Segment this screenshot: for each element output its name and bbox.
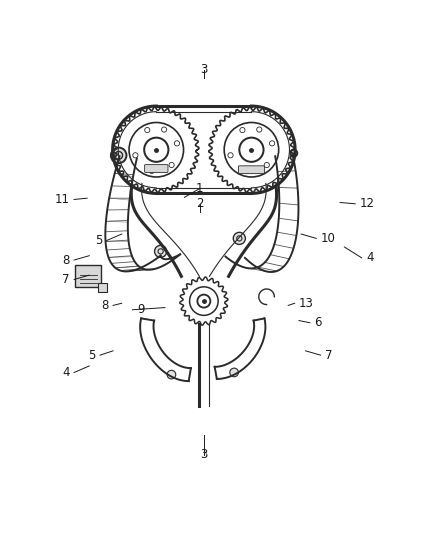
Text: 9: 9 (137, 303, 145, 316)
Text: 5: 5 (95, 234, 102, 247)
Text: 6: 6 (314, 316, 321, 329)
Text: 3: 3 (200, 63, 208, 76)
Circle shape (290, 150, 297, 157)
Text: 11: 11 (55, 193, 70, 206)
Text: 7: 7 (62, 273, 70, 286)
Circle shape (155, 245, 167, 257)
Circle shape (233, 232, 245, 245)
Text: 8: 8 (101, 299, 109, 312)
Text: 4: 4 (366, 252, 374, 264)
Text: 5: 5 (88, 349, 96, 362)
Text: 1: 1 (196, 182, 203, 195)
Text: 7: 7 (325, 349, 332, 362)
Circle shape (111, 148, 127, 163)
Circle shape (230, 368, 238, 377)
FancyBboxPatch shape (75, 265, 101, 287)
Text: 12: 12 (360, 197, 374, 211)
Text: 13: 13 (299, 297, 314, 310)
Text: 4: 4 (62, 366, 70, 379)
Text: 2: 2 (196, 197, 203, 211)
Circle shape (167, 370, 176, 379)
FancyBboxPatch shape (145, 165, 168, 172)
FancyBboxPatch shape (98, 282, 107, 292)
Text: 10: 10 (321, 232, 336, 245)
FancyBboxPatch shape (238, 166, 265, 174)
Text: 3: 3 (200, 448, 208, 461)
Text: 8: 8 (63, 254, 70, 266)
